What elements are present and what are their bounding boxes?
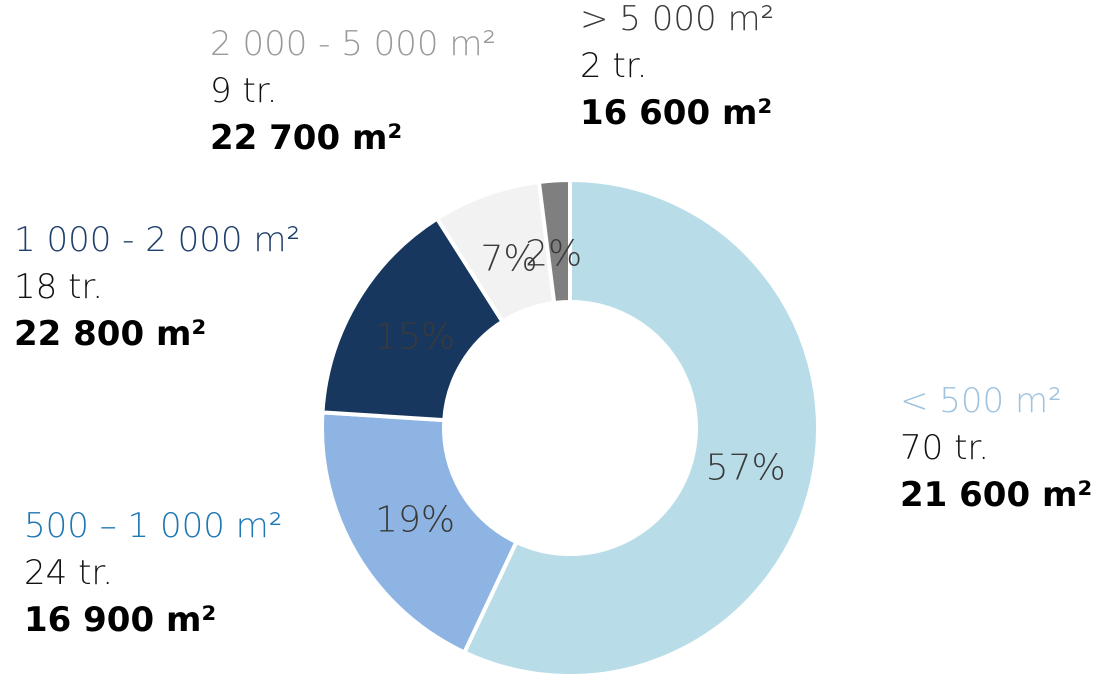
- slice-3: [320, 215, 506, 423]
- percent-label-5: 2%: [525, 233, 582, 274]
- slice-2: [320, 410, 520, 656]
- area-label-1: 21 600 m²: [900, 475, 1092, 515]
- count-label-4: 9 tr.: [210, 71, 277, 111]
- count-label-2: 24 tr.: [24, 553, 113, 593]
- percent-labels: 57% 19% 15% 7%2%: [375, 233, 786, 540]
- category-labels: < 500 m² 70 tr. 21 600 m² 500 – 1 000 m² 24 …: [14, 0, 1092, 640]
- area-label-4: 22 700 m²: [210, 118, 402, 158]
- count-label-1: 70 tr.: [900, 428, 989, 468]
- range-label-3: 1 000 - 2 000 m²: [14, 220, 300, 260]
- slice-5: [536, 177, 572, 306]
- area-label-3: 22 800 m²: [14, 314, 206, 354]
- donut-slices: [320, 177, 820, 676]
- area-label-5: 16 600 m²: [580, 93, 772, 133]
- range-label-4: 2 000 - 5 000 m²: [210, 24, 496, 64]
- count-label-3: 18 tr.: [14, 267, 103, 307]
- percent-label-2: 19%: [375, 500, 455, 541]
- percent-label-4: 7%: [480, 239, 537, 280]
- range-label-1: < 500 m²: [900, 381, 1062, 421]
- range-label-5: > 5 000 m²: [580, 0, 774, 39]
- percent-label-3: 15%: [375, 316, 455, 357]
- range-label-2: 500 – 1 000 m²: [24, 506, 282, 546]
- area-label-2: 16 900 m²: [24, 600, 216, 640]
- percent-label-1: 57%: [706, 447, 786, 488]
- count-label-5: 2 tr.: [580, 46, 647, 86]
